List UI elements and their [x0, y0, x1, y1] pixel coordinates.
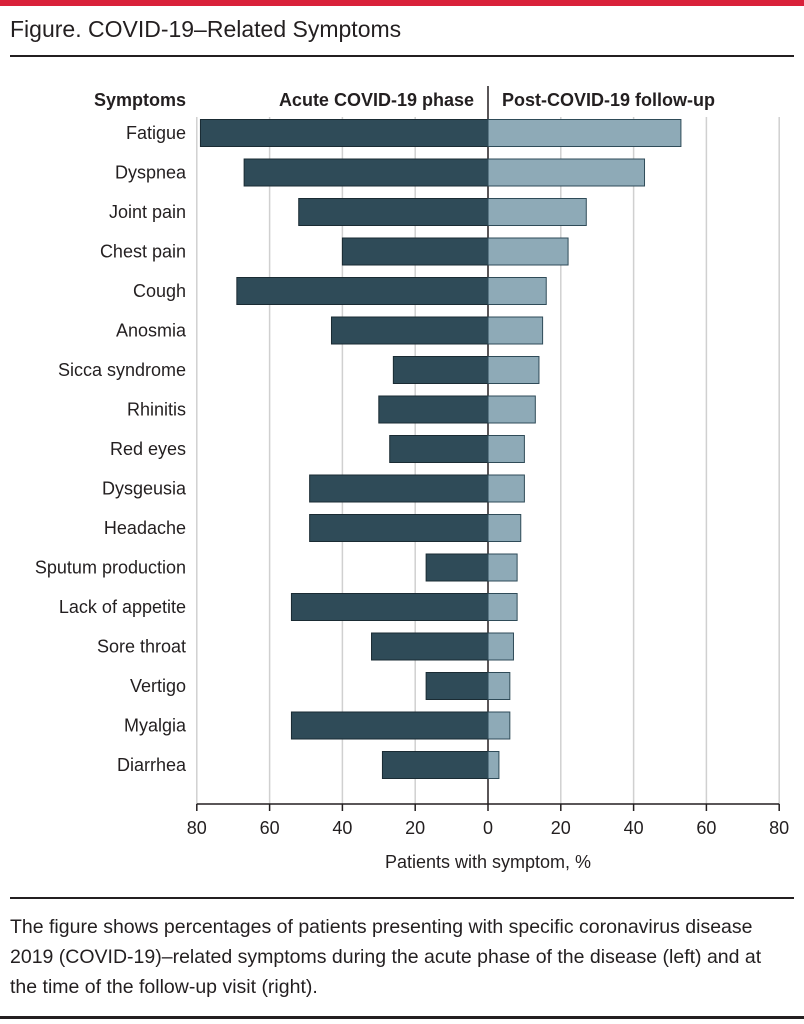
category-label: Headache [104, 518, 186, 538]
bar-acute [392, 356, 489, 384]
bar-followup [487, 711, 511, 740]
x-tick-label: 0 [483, 818, 493, 838]
bar-acute [199, 119, 489, 147]
bar-followup [487, 356, 540, 384]
bar-acute [309, 514, 489, 542]
category-label: Cough [133, 281, 186, 301]
x-tick-label: 60 [260, 818, 280, 838]
bar-acute [378, 395, 489, 424]
bottom-rule [0, 1016, 804, 1019]
x-tick-label: 80 [187, 818, 207, 838]
category-label: Chest pain [100, 242, 186, 262]
bar-followup [487, 316, 544, 345]
x-axis-label: Patients with symptom, % [385, 852, 591, 872]
legend-acute-phase: Acute COVID-19 phase [279, 90, 474, 110]
category-label: Anosmia [116, 321, 187, 341]
x-tick-label: 40 [624, 818, 644, 838]
x-tick-label: 40 [332, 818, 352, 838]
x-tick-label: 80 [769, 818, 789, 838]
bar-followup [487, 119, 682, 147]
x-tick-label: 20 [405, 818, 425, 838]
title-rule [10, 55, 794, 57]
bar-acute [290, 593, 489, 621]
bar-followup [487, 158, 646, 187]
category-label: Vertigo [130, 676, 186, 696]
category-label: Sputum production [35, 558, 186, 578]
category-label: Dyspnea [115, 163, 187, 183]
category-label: Sicca syndrome [58, 360, 186, 380]
category-label: Dysgeusia [102, 479, 187, 499]
bar-acute [381, 751, 489, 779]
bar-followup [487, 553, 518, 582]
category-label: Diarrhea [117, 755, 187, 775]
bar-acute [298, 198, 489, 226]
bar-followup [487, 237, 569, 266]
x-tick-label: 20 [551, 818, 571, 838]
bar-acute [236, 277, 489, 305]
bar-followup [487, 395, 536, 424]
bar-followup [487, 593, 518, 621]
category-label: Fatigue [126, 123, 186, 143]
category-label: Red eyes [110, 439, 186, 459]
legend-followup: Post-COVID-19 follow-up [502, 90, 715, 110]
accent-bar [0, 0, 804, 6]
bar-followup [487, 277, 547, 305]
x-axis: 80 60 40 20 0 20 40 60 80 [187, 803, 789, 838]
bar-acute [425, 553, 489, 582]
bar-followup [487, 514, 522, 542]
bar-acute [330, 316, 489, 345]
symptoms-header: Symptoms [94, 90, 186, 110]
bar-acute [309, 474, 489, 503]
category-label: Myalgia [124, 716, 187, 736]
bar-acute [371, 632, 489, 661]
bar-followup [487, 672, 511, 700]
bars [199, 119, 682, 779]
bar-acute [425, 672, 489, 700]
category-label: Rhinitis [127, 400, 186, 420]
bar-followup [487, 751, 500, 779]
figure-caption: The figure shows percentages of patients… [10, 916, 762, 998]
symptom-labels: Fatigue Dyspnea Joint pain Chest pain Cough A… [35, 123, 187, 775]
bar-acute [290, 711, 489, 740]
category-label: Lack of appetite [59, 597, 186, 617]
bar-acute [341, 237, 489, 266]
bar-followup [487, 435, 525, 463]
bar-followup [487, 198, 587, 226]
x-tick-label: 60 [696, 818, 716, 838]
category-label: Sore throat [97, 637, 186, 657]
category-label: Joint pain [109, 202, 186, 222]
bar-acute [243, 158, 489, 187]
symptom-bar-chart: Fatigue Dyspnea Joint pain Chest pain Cough A… [35, 86, 789, 872]
bar-followup [487, 632, 514, 661]
figure-title: Figure. COVID-19–Related Symptoms [10, 16, 402, 42]
caption-rule [10, 897, 794, 899]
bar-followup [487, 474, 525, 503]
bar-acute [389, 435, 489, 463]
